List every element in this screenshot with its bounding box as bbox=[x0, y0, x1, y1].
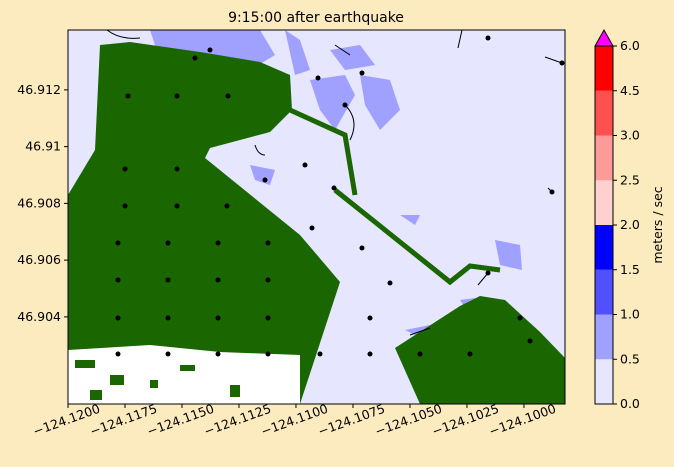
colorbar-extension bbox=[594, 28, 614, 47]
colorbar-segment bbox=[595, 359, 613, 404]
dry-land bbox=[68, 345, 300, 404]
colorbar-segment bbox=[595, 314, 613, 360]
colorbar-segment bbox=[595, 180, 613, 225]
y-tick-label: 46.906 bbox=[17, 252, 61, 267]
colorbar-tick-label: 6.0 bbox=[620, 38, 640, 53]
land bbox=[68, 42, 340, 404]
road bbox=[288, 107, 501, 286]
colorbar-tick-label: 1.5 bbox=[620, 262, 640, 277]
land-speckles bbox=[75, 360, 240, 400]
colorbar-tick-label: 2.0 bbox=[620, 217, 640, 232]
axes-frame bbox=[67, 29, 566, 405]
colorbar-segment bbox=[595, 225, 613, 270]
colorbar-tick-label: 2.5 bbox=[620, 172, 640, 187]
colorbar-segment bbox=[595, 90, 613, 136]
colorbar-tick-label: 4.5 bbox=[620, 83, 640, 98]
velocity-paths bbox=[106, 29, 563, 336]
land bbox=[395, 296, 565, 404]
map bbox=[67, 29, 566, 405]
y-tick-label: 46.91 bbox=[25, 139, 61, 154]
velocity-points bbox=[115, 35, 565, 357]
y-tick-label: 46.904 bbox=[17, 309, 61, 324]
title: 9:15:00 after earthquake bbox=[228, 10, 404, 26]
y-tick-label: 46.912 bbox=[17, 82, 61, 97]
colorbar-label: meters / sec bbox=[650, 186, 665, 263]
colorbar-tick-label: 3.0 bbox=[620, 128, 640, 143]
y-tick-label: 46.908 bbox=[17, 195, 61, 210]
colorbar-segment bbox=[595, 135, 613, 181]
colorbar: 0.0 0.5 1.0 1.5 2.0 2.5 3.0 4.5 6.0 meters / sec bbox=[594, 28, 665, 411]
colorbar-tick-label: 1.0 bbox=[620, 307, 640, 322]
colorbar-segment bbox=[595, 46, 613, 91]
colorbar-segment bbox=[595, 269, 613, 315]
colorbar-tick-label: 0.0 bbox=[620, 396, 640, 411]
colorbar-tick-label: 0.5 bbox=[620, 351, 640, 366]
